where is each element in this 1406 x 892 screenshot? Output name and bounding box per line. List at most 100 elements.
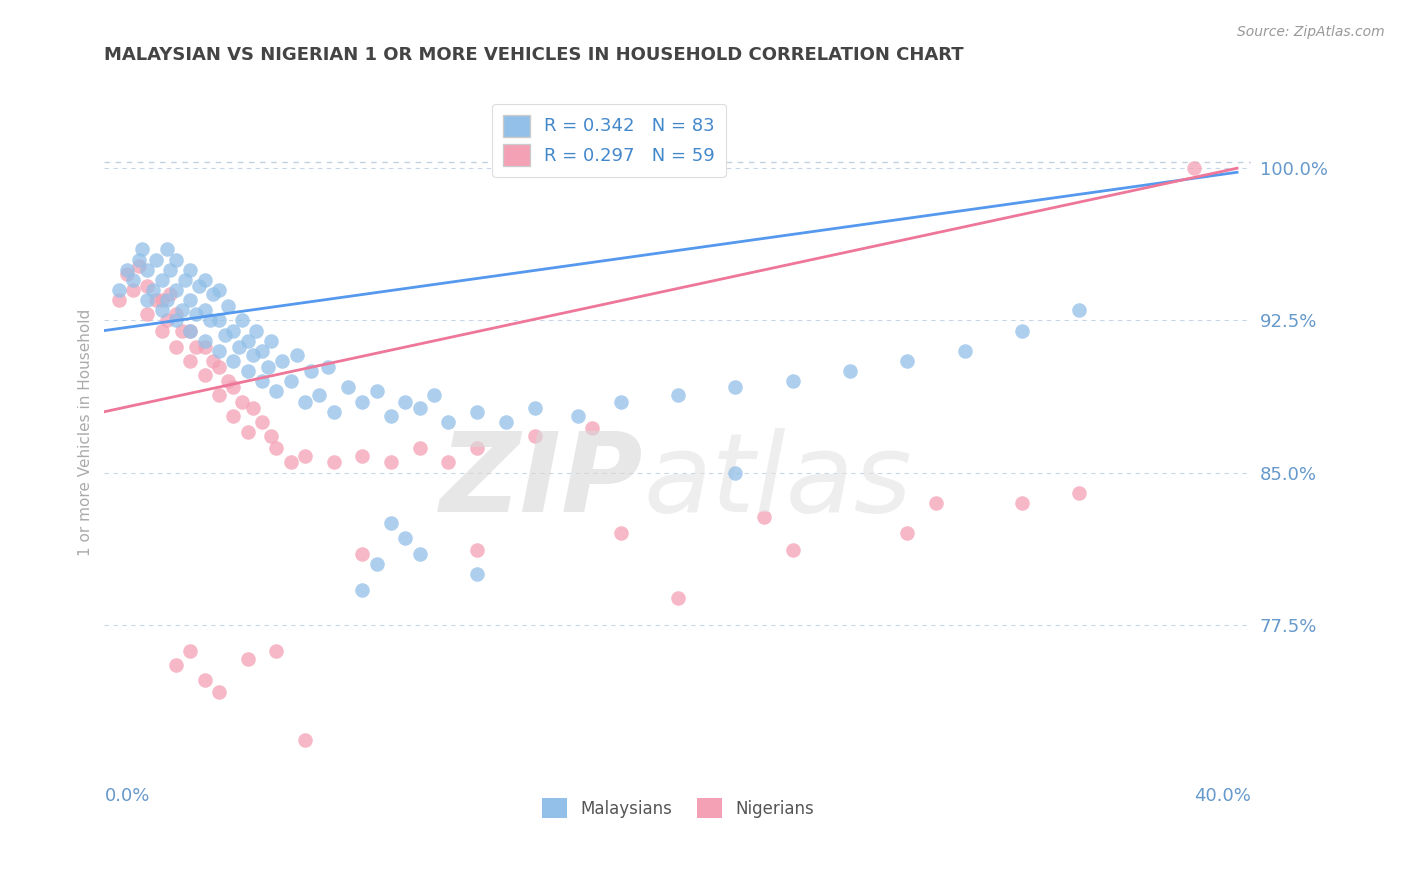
Point: [165, 340, 187, 354]
Point: [188, 279, 211, 293]
Point: [752, 510, 775, 524]
Point: [156, 293, 179, 307]
Point: [150, 293, 173, 307]
Point: [294, 733, 316, 747]
Point: [1011, 496, 1033, 510]
Point: [200, 313, 222, 327]
Point: [231, 394, 253, 409]
Point: [194, 340, 217, 354]
Point: [666, 388, 689, 402]
Point: [299, 364, 322, 378]
Point: [222, 354, 245, 368]
Point: [581, 421, 603, 435]
Point: [294, 394, 316, 409]
Text: 0.0%: 0.0%: [104, 787, 150, 805]
Point: [322, 455, 344, 469]
Point: [186, 307, 208, 321]
Point: [208, 343, 231, 358]
Point: [179, 644, 201, 658]
Point: [159, 287, 181, 301]
Point: [179, 324, 201, 338]
Point: [217, 374, 239, 388]
Point: [165, 283, 187, 297]
Point: [260, 429, 283, 443]
Point: [352, 394, 374, 409]
Point: [609, 394, 631, 409]
Point: [208, 388, 231, 402]
Point: [567, 409, 589, 423]
Point: [231, 313, 253, 327]
Point: [896, 526, 918, 541]
Point: [839, 364, 862, 378]
Point: [131, 243, 153, 257]
Point: [222, 409, 245, 423]
Point: [194, 673, 217, 687]
Point: [250, 343, 273, 358]
Point: [523, 429, 546, 443]
Point: [437, 455, 460, 469]
Point: [179, 293, 201, 307]
Point: [352, 547, 374, 561]
Text: atlas: atlas: [644, 428, 912, 535]
Point: [136, 293, 159, 307]
Point: [208, 283, 231, 297]
Point: [380, 409, 402, 423]
Point: [666, 591, 689, 606]
Point: [465, 405, 488, 419]
Point: [280, 455, 302, 469]
Point: [409, 442, 432, 456]
Point: [242, 401, 264, 415]
Point: [150, 324, 173, 338]
Point: [394, 531, 416, 545]
Point: [222, 324, 245, 338]
Point: [724, 466, 747, 480]
Point: [236, 364, 259, 378]
Legend: Malaysians, Nigerians: Malaysians, Nigerians: [536, 791, 821, 825]
Point: [409, 401, 432, 415]
Point: [117, 262, 139, 277]
Point: [366, 384, 388, 399]
Point: [437, 415, 460, 429]
Point: [122, 273, 145, 287]
Point: [142, 283, 165, 297]
Point: [495, 415, 517, 429]
Point: [222, 380, 245, 394]
Point: [953, 343, 976, 358]
Point: [208, 685, 231, 699]
Point: [242, 348, 264, 362]
Point: [1069, 303, 1091, 318]
Point: [179, 262, 201, 277]
Point: [214, 327, 236, 342]
Point: [380, 516, 402, 531]
Point: [316, 360, 339, 375]
Point: [465, 567, 488, 582]
Point: [236, 652, 259, 666]
Point: [352, 583, 374, 598]
Point: [194, 303, 217, 318]
Point: [136, 262, 159, 277]
Point: [170, 324, 193, 338]
Point: [465, 542, 488, 557]
Point: [280, 374, 302, 388]
Point: [250, 374, 273, 388]
Text: ZIP: ZIP: [440, 428, 644, 535]
Point: [609, 526, 631, 541]
Point: [179, 324, 201, 338]
Point: [186, 340, 208, 354]
Point: [1182, 161, 1205, 176]
Point: [202, 354, 225, 368]
Point: [266, 442, 288, 456]
Point: [256, 360, 278, 375]
Point: [285, 348, 308, 362]
Point: [194, 368, 217, 383]
Point: [236, 425, 259, 439]
Point: [145, 293, 167, 307]
Y-axis label: 1 or more Vehicles in Household: 1 or more Vehicles in Household: [79, 309, 93, 556]
Point: [136, 307, 159, 321]
Point: [782, 542, 804, 557]
Point: [294, 450, 316, 464]
Point: [165, 658, 187, 673]
Point: [423, 388, 446, 402]
Point: [523, 401, 546, 415]
Point: [266, 384, 288, 399]
